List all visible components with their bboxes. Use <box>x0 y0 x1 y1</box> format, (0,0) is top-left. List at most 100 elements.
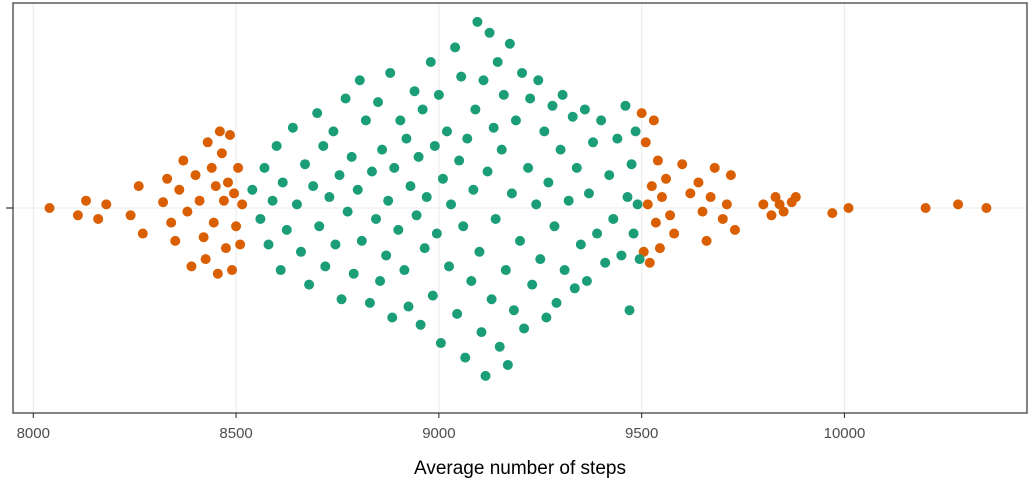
data-point <box>429 140 440 151</box>
data-point <box>717 213 728 224</box>
data-point <box>194 195 205 206</box>
data-point <box>452 308 463 319</box>
data-point <box>588 137 599 148</box>
data-point <box>624 305 635 316</box>
data-point <box>425 57 436 67</box>
data-point <box>563 195 574 206</box>
data-point <box>267 195 278 206</box>
data-point <box>318 140 329 151</box>
data-point <box>208 217 219 228</box>
data-point <box>693 177 704 188</box>
data-point <box>371 213 382 224</box>
data-point <box>790 192 801 203</box>
data-point <box>431 228 442 239</box>
data-point <box>468 184 479 195</box>
data-point <box>200 254 211 265</box>
data-point <box>224 130 235 140</box>
data-point <box>575 239 586 250</box>
x-tick-label: 10000 <box>824 425 866 442</box>
x-tick-label: 9000 <box>422 425 455 442</box>
data-point <box>222 177 233 188</box>
data-point <box>981 203 992 213</box>
data-point <box>395 115 406 126</box>
data-point <box>725 170 736 181</box>
data-point <box>233 162 244 173</box>
data-point <box>214 126 225 137</box>
data-point <box>190 170 201 181</box>
data-point <box>158 197 169 208</box>
x-tick-label: 9500 <box>625 425 658 442</box>
data-point <box>417 104 428 115</box>
data-point <box>441 126 452 137</box>
data-point <box>212 268 223 279</box>
data-point <box>456 71 467 82</box>
data-point <box>174 184 185 195</box>
data-point <box>137 228 148 239</box>
data-point <box>409 86 420 97</box>
data-point <box>427 290 438 301</box>
data-point <box>504 38 515 49</box>
data-point <box>492 57 503 67</box>
data-point <box>411 210 422 221</box>
grid-lines <box>13 3 1027 413</box>
data-point <box>405 181 416 192</box>
data-point <box>373 97 384 108</box>
data-point <box>387 312 398 323</box>
data-point <box>472 16 483 27</box>
data-point <box>604 170 615 181</box>
data-point <box>628 228 639 239</box>
data-point <box>685 188 696 199</box>
data-point <box>435 338 446 349</box>
data-point <box>953 199 964 210</box>
data-point <box>616 250 627 261</box>
data-point <box>235 239 246 250</box>
data-point <box>539 126 550 137</box>
data-point <box>275 265 286 276</box>
data-point <box>630 126 641 137</box>
data-point <box>437 173 448 184</box>
data-point <box>202 137 213 148</box>
data-point <box>543 177 554 188</box>
data-point <box>170 235 181 246</box>
x-tick-label: 8500 <box>219 425 252 442</box>
data-point <box>642 199 653 210</box>
data-point <box>247 184 258 195</box>
data-point <box>557 89 568 100</box>
data-point <box>559 265 570 276</box>
data-point <box>291 199 302 210</box>
data-point <box>517 67 528 78</box>
data-point <box>162 173 173 184</box>
data-point <box>340 93 351 104</box>
data-point <box>354 75 365 86</box>
data-point <box>231 221 242 232</box>
data-point <box>336 294 347 305</box>
data-point <box>466 276 477 286</box>
data-point <box>843 203 854 213</box>
data-point <box>101 199 112 210</box>
data-point <box>612 133 623 144</box>
data-point <box>640 137 651 148</box>
data-point <box>220 243 231 254</box>
data-point <box>421 192 432 203</box>
data-point <box>709 162 720 173</box>
data-point <box>281 224 292 235</box>
data-point <box>721 199 732 210</box>
data-point <box>490 213 501 224</box>
data-point <box>622 192 633 203</box>
data-point <box>766 210 777 221</box>
data-point <box>385 67 396 78</box>
data-point <box>342 206 353 217</box>
data-point <box>500 265 511 276</box>
data-point <box>206 162 217 173</box>
data-point <box>308 181 319 192</box>
data-point <box>502 359 513 370</box>
data-point <box>330 239 341 250</box>
data-point <box>210 181 221 192</box>
data-point <box>356 235 367 246</box>
data-point <box>216 148 227 159</box>
data-point <box>774 199 785 210</box>
x-axis-title: Average number of steps <box>414 458 626 479</box>
data-point <box>474 246 485 257</box>
data-point <box>476 327 487 338</box>
